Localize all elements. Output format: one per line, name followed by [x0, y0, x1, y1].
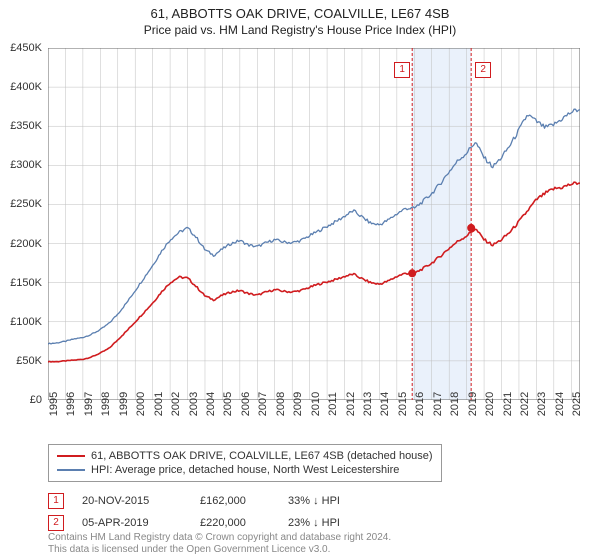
x-tick-label: 2009 — [292, 392, 304, 416]
x-tick-label: 2012 — [345, 392, 357, 416]
chart-svg — [48, 48, 580, 400]
chart-title: 61, ABBOTTS OAK DRIVE, COALVILLE, LE67 4… — [0, 6, 600, 21]
x-tick-label: 2017 — [432, 392, 444, 416]
sale-row-marker: 2 — [48, 515, 64, 531]
sale-date: 20-NOV-2015 — [82, 495, 182, 507]
legend-item: HPI: Average price, detached house, Nort… — [57, 463, 433, 477]
x-tick-label: 2010 — [310, 392, 322, 416]
chart-container: 61, ABBOTTS OAK DRIVE, COALVILLE, LE67 4… — [0, 0, 600, 560]
chart-area: £0£50K£100K£150K£200K£250K£300K£350K£400… — [48, 48, 580, 400]
footer-attribution: Contains HM Land Registry data © Crown c… — [48, 532, 391, 556]
x-tick-label: 2015 — [397, 392, 409, 416]
x-tick-label: 2002 — [170, 392, 182, 416]
sale-pct: 23% ↓ HPI — [288, 517, 378, 529]
sale-price: £162,000 — [200, 495, 270, 507]
x-tick-label: 2003 — [188, 392, 200, 416]
y-tick-label: £350K — [0, 120, 42, 132]
sale-row-marker: 1 — [48, 493, 64, 509]
legend-label: 61, ABBOTTS OAK DRIVE, COALVILLE, LE67 4… — [91, 450, 433, 462]
x-tick-label: 1998 — [100, 392, 112, 416]
sale-marker: 1 — [394, 62, 410, 78]
x-tick-label: 2001 — [153, 392, 165, 416]
legend: 61, ABBOTTS OAK DRIVE, COALVILLE, LE67 4… — [48, 444, 442, 482]
sale-marker: 2 — [475, 62, 491, 78]
y-tick-label: £200K — [0, 238, 42, 250]
x-tick-label: 2006 — [240, 392, 252, 416]
chart-subtitle: Price paid vs. HM Land Registry's House … — [0, 23, 600, 37]
x-tick-label: 2007 — [257, 392, 269, 416]
x-tick-label: 2011 — [327, 392, 339, 416]
y-tick-label: £300K — [0, 159, 42, 171]
sale-price: £220,000 — [200, 517, 270, 529]
x-tick-label: 2024 — [554, 392, 566, 416]
x-tick-label: 1997 — [83, 392, 95, 416]
x-tick-label: 2000 — [135, 392, 147, 416]
legend-item: 61, ABBOTTS OAK DRIVE, COALVILLE, LE67 4… — [57, 449, 433, 463]
x-tick-label: 2008 — [275, 392, 287, 416]
x-tick-label: 2020 — [484, 392, 496, 416]
y-tick-label: £50K — [0, 355, 42, 367]
legend-swatch — [57, 455, 85, 457]
x-tick-label: 1995 — [48, 392, 60, 416]
sale-pct: 33% ↓ HPI — [288, 495, 378, 507]
x-tick-label: 2004 — [205, 392, 217, 416]
x-tick-label: 2019 — [467, 392, 479, 416]
x-tick-label: 1999 — [118, 392, 130, 416]
y-tick-label: £150K — [0, 277, 42, 289]
x-tick-label: 2016 — [414, 392, 426, 416]
y-tick-label: £0 — [0, 394, 42, 406]
y-tick-label: £100K — [0, 316, 42, 328]
y-tick-label: £400K — [0, 81, 42, 93]
sale-row: 1 20-NOV-2015 £162,000 33% ↓ HPI — [48, 490, 378, 512]
x-tick-label: 2022 — [519, 392, 531, 416]
footer-line-1: Contains HM Land Registry data © Crown c… — [48, 532, 391, 544]
sale-date: 05-APR-2019 — [82, 517, 182, 529]
title-block: 61, ABBOTTS OAK DRIVE, COALVILLE, LE67 4… — [0, 0, 600, 37]
legend-swatch — [57, 469, 85, 471]
y-tick-label: £450K — [0, 42, 42, 54]
y-tick-label: £250K — [0, 198, 42, 210]
x-tick-label: 2025 — [571, 392, 583, 416]
sale-row: 2 05-APR-2019 £220,000 23% ↓ HPI — [48, 512, 378, 534]
legend-label: HPI: Average price, detached house, Nort… — [91, 464, 399, 476]
x-tick-label: 1996 — [65, 392, 77, 416]
x-tick-label: 2005 — [222, 392, 234, 416]
x-tick-label: 2021 — [502, 392, 514, 416]
x-tick-label: 2013 — [362, 392, 374, 416]
x-tick-label: 2023 — [536, 392, 548, 416]
x-tick-label: 2018 — [449, 392, 461, 416]
x-tick-label: 2014 — [379, 392, 391, 416]
sales-table: 1 20-NOV-2015 £162,000 33% ↓ HPI 2 05-APR-201… — [48, 490, 378, 534]
footer-line-2: This data is licensed under the Open Gov… — [48, 544, 391, 556]
